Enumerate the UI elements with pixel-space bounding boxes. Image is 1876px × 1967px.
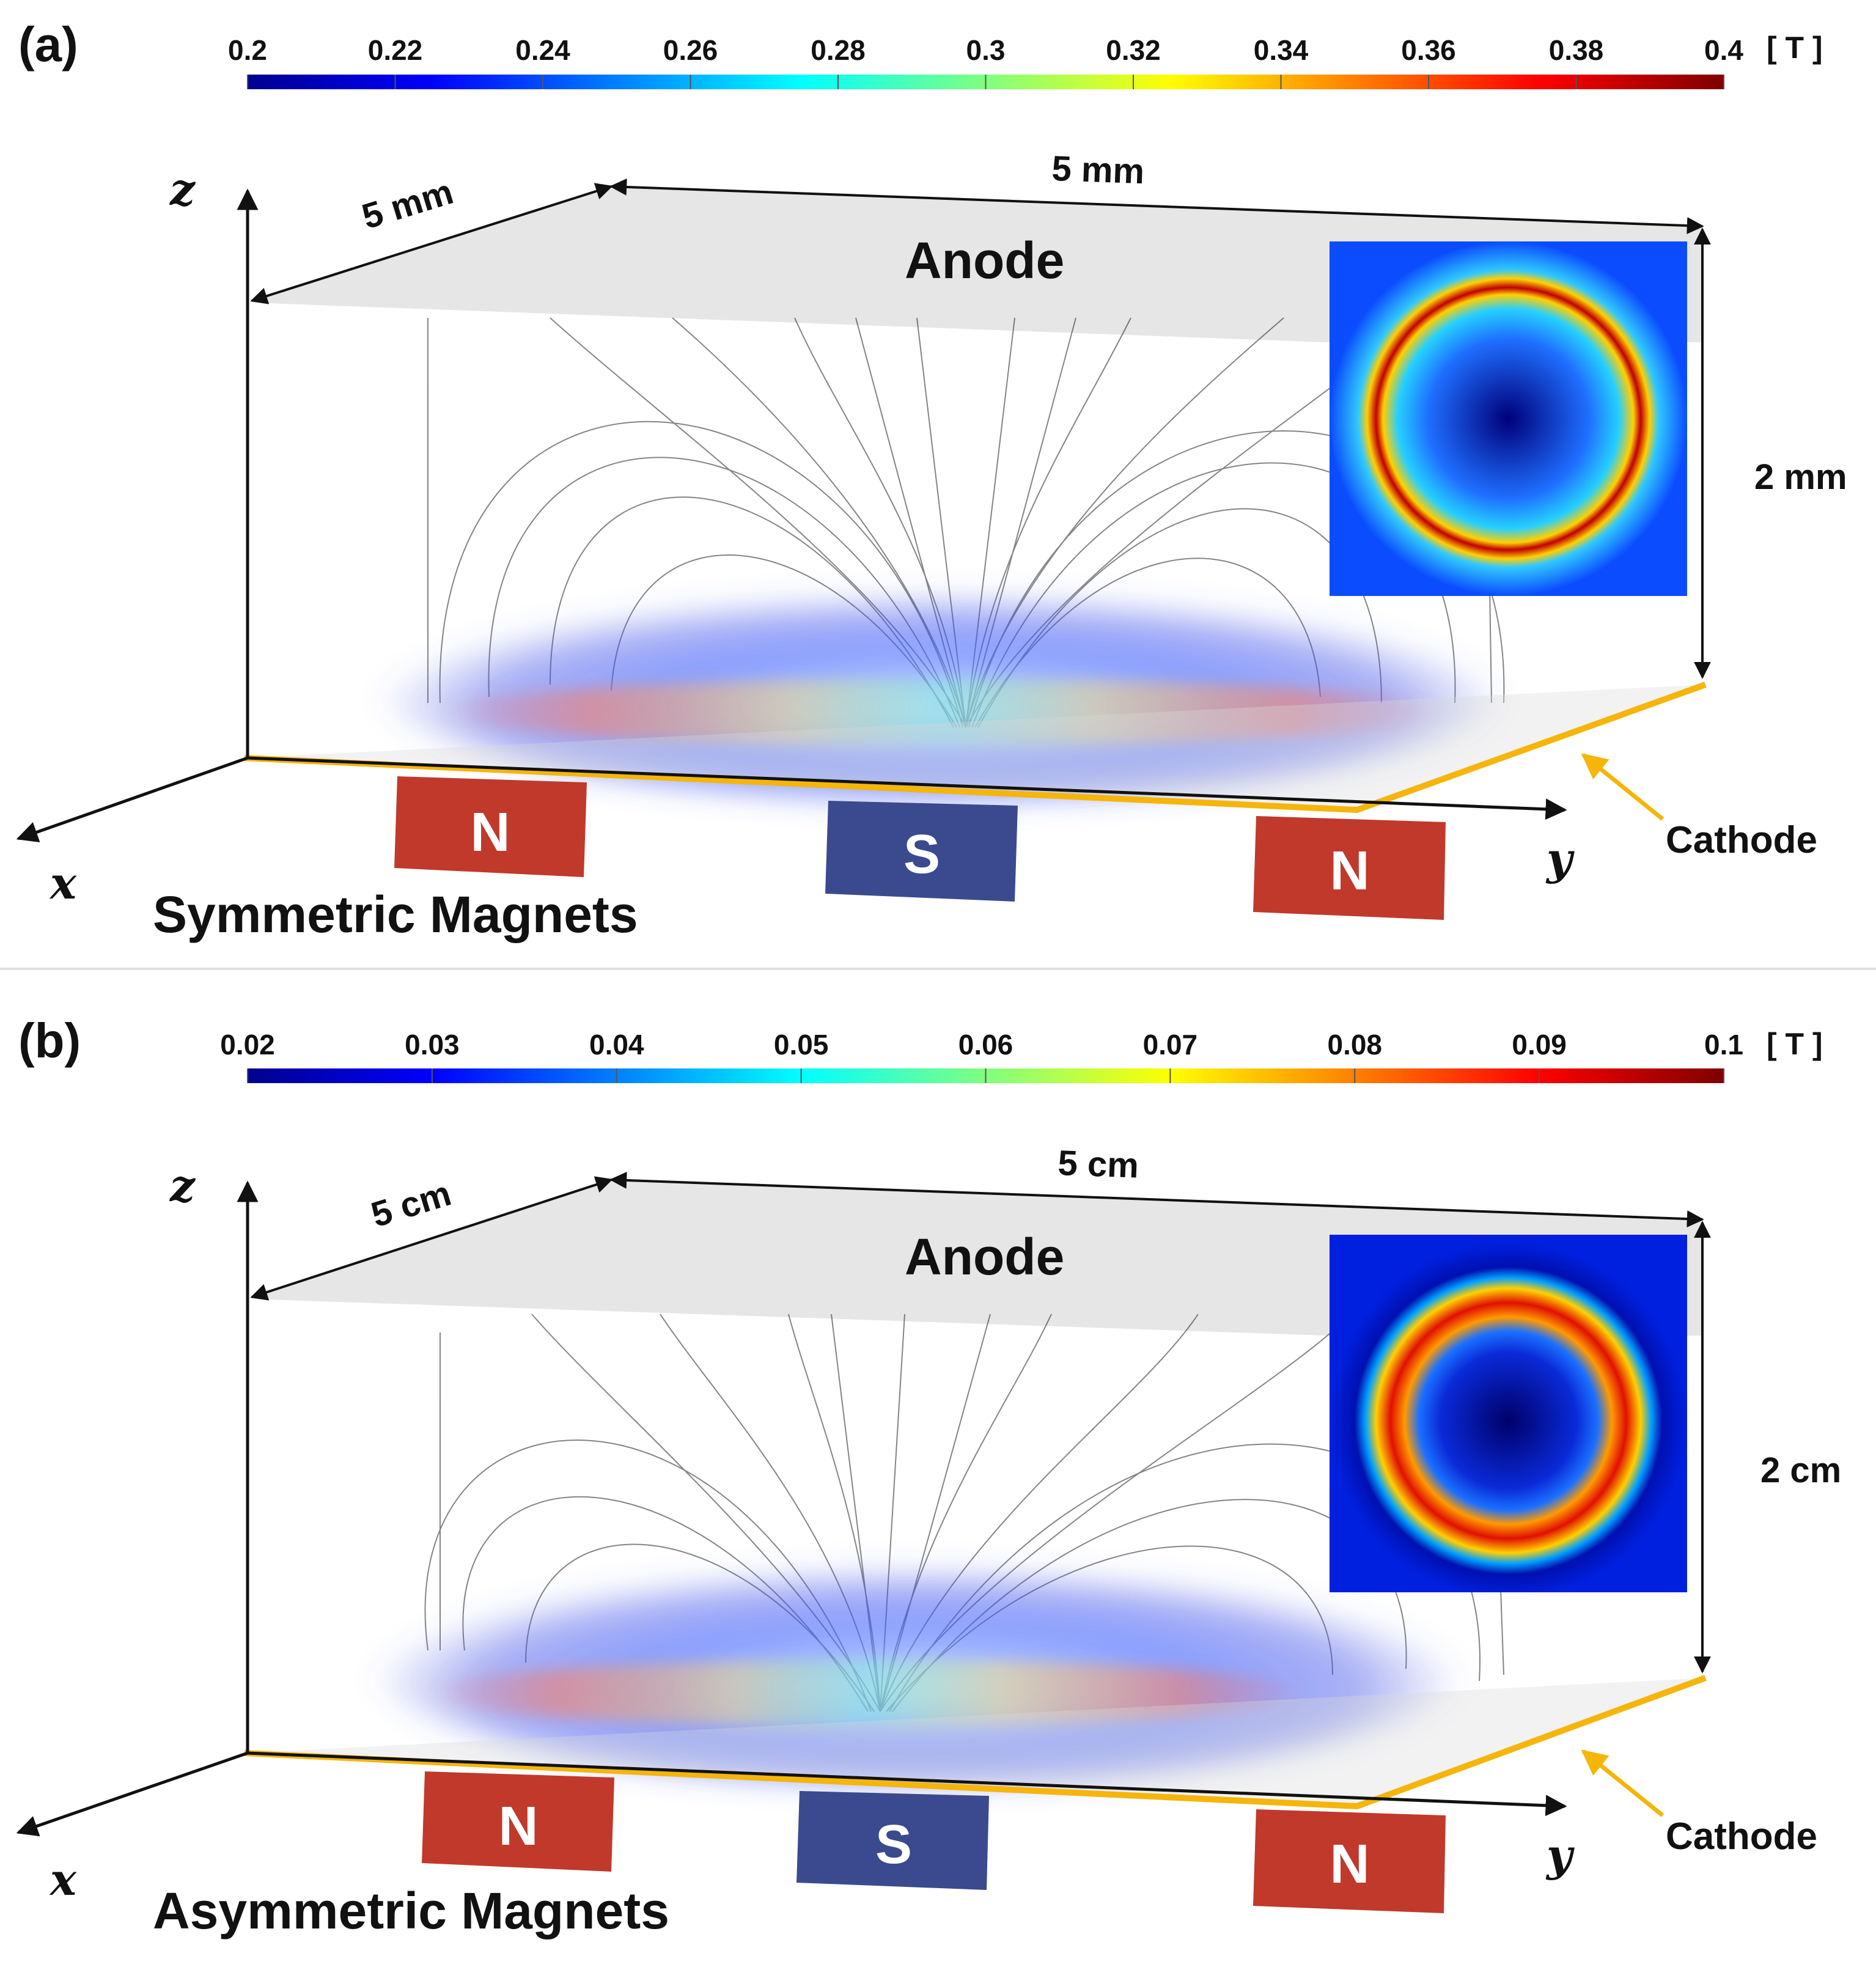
panel-b-label: (b)	[18, 1013, 81, 1068]
panel-b-colorbar-tick-label: 0.1	[1704, 1029, 1743, 1061]
panel-a-x-axis	[16, 756, 248, 843]
panel-a-colorbar-tick-label: 0.3	[966, 34, 1006, 66]
panel-b-cathode-pointer	[1581, 1749, 1664, 1817]
panel-b-anode-label: Anode	[905, 1228, 1064, 1285]
panel-b-width-label: 5 cm	[1058, 1143, 1139, 1186]
panel-a-magnet-right: N	[1253, 816, 1446, 920]
panel-a-colorbar-tick-label: 0.36	[1401, 34, 1456, 66]
panel-a-plasma-band	[440, 678, 1443, 746]
panel-a-magnet-right-pole: N	[1330, 840, 1370, 902]
panel-b-depth-label: 5 cm	[367, 1174, 455, 1235]
panel-a-colorbar-tick-label: 0.2	[228, 34, 267, 66]
panel-a-cathode-label: Cathode	[1666, 819, 1817, 861]
panel-b-plasma-band	[428, 1660, 1308, 1727]
panel-b-colorbar-tick-label: 0.04	[589, 1029, 644, 1061]
panel-b-colorbar-tick-label: 0.05	[774, 1029, 829, 1061]
panel-b-y-axis	[247, 1751, 1567, 1817]
panel-a-inset-heatmap	[1330, 241, 1687, 596]
panel-a-colorbar-tick-label: 0.28	[811, 34, 866, 66]
panel-a-colorbar-tick-label: 0.32	[1106, 34, 1161, 66]
panel-a-label: (a)	[18, 17, 78, 72]
panel-a-colorbar-tick-label: 0.24	[515, 34, 570, 66]
panel-a-magnet-center: S	[825, 801, 1018, 902]
panel-b-height-label: 2 cm	[1760, 1450, 1841, 1490]
panel-b-magnet-left-pole: N	[499, 1796, 539, 1857]
panel-a-cathode-pointer	[1581, 753, 1664, 821]
panel-b-magnet-right-pole: N	[1330, 1834, 1370, 1895]
panel-b-y-label: y	[1545, 1829, 1575, 1881]
panel-b-title: Asymmetric Magnets	[153, 1882, 669, 1939]
panel-b-cathode-label: Cathode	[1666, 1815, 1817, 1858]
panel-a-y-axis	[247, 756, 1567, 820]
panel-b-magnet-right: N	[1253, 1809, 1446, 1913]
panel-a-colorbar-tick-label: 0.38	[1549, 34, 1604, 66]
panel-b-depth-arrow	[250, 1176, 613, 1301]
panel-b-colorbar-tick-label: 0.03	[405, 1029, 460, 1061]
panel-a-width-arrow	[609, 178, 1704, 235]
panel-a-depth-label: 5 mm	[358, 172, 458, 237]
panel-a-anode-label: Anode	[905, 232, 1064, 289]
panel-b-x-axis	[16, 1751, 248, 1837]
panel-a-colorbar-unit: [ T ]	[1767, 31, 1823, 65]
panel-b-width-arrow	[609, 1171, 1704, 1228]
panel-a-title: Symmetric Magnets	[153, 886, 638, 943]
panel-b: (b) 0.02 0.03 0.04 0.05 0.06 0.07 0.08 0.09 0.1 …	[16, 1013, 1841, 1939]
panel-b-colorbar-tick-label: 0.08	[1327, 1029, 1382, 1061]
panel-a-x-label: x	[49, 857, 77, 909]
panel-b-magnet-center-pole: S	[875, 1814, 912, 1875]
panel-b-colorbar-tick-label: 0.07	[1143, 1029, 1198, 1061]
panel-a-magnet-left: N	[394, 776, 587, 877]
panel-a-depth-arrow	[250, 183, 613, 304]
panel-b-colorbar-tick-label: 0.09	[1512, 1029, 1567, 1061]
panel-b-inset-heatmap	[1330, 1235, 1687, 1592]
panel-a-colorbar-tick-label: 0.22	[368, 34, 423, 66]
panel-b-colorbar: 0.02 0.03 0.04 0.05 0.06 0.07 0.08 0.09 0.1 [ T …	[220, 1027, 1823, 1083]
panel-b-cathode-plane	[245, 1678, 1705, 1806]
panel-a-height-label: 2 mm	[1754, 457, 1847, 497]
panel-a-colorbar-tick-label: 0.34	[1254, 34, 1309, 66]
panel-a-cathode-edge	[244, 682, 1707, 814]
panel-b-colorbar-tick-label: 0.02	[220, 1029, 275, 1061]
panel-b-magnet-left: N	[422, 1771, 614, 1872]
panel-a-magnet-center-pole: S	[903, 824, 940, 885]
panel-a-y-label: y	[1545, 833, 1575, 884]
panel-b-colorbar-tick-label: 0.06	[958, 1029, 1013, 1061]
panel-a-colorbar: 0.2 0.22 0.24 0.26 0.28 0.3 0.32 0.34 0.36 0.38 0.…	[228, 31, 1823, 89]
panel-a: (a) 0.2 0.22 0.24 0.26 0.28 0.3 0.32 0.34 0.36 0.…	[16, 17, 1847, 943]
panel-b-z-label: z	[169, 1160, 196, 1211]
panel-a-magnet-left-pole: N	[471, 802, 510, 863]
panel-b-x-label: x	[49, 1853, 77, 1905]
panel-a-cathode-plane	[245, 685, 1705, 810]
panel-a-z-label: z	[169, 163, 196, 215]
panel-b-colorbar-unit: [ T ]	[1767, 1027, 1823, 1061]
panel-b-cathode-edge	[244, 1675, 1707, 1810]
panel-a-width-label: 5 mm	[1051, 149, 1146, 191]
panel-a-colorbar-tick-label: 0.26	[663, 34, 718, 66]
panel-b-magnet-center: S	[796, 1791, 989, 1890]
panel-a-colorbar-tick-label: 0.4	[1704, 34, 1743, 66]
